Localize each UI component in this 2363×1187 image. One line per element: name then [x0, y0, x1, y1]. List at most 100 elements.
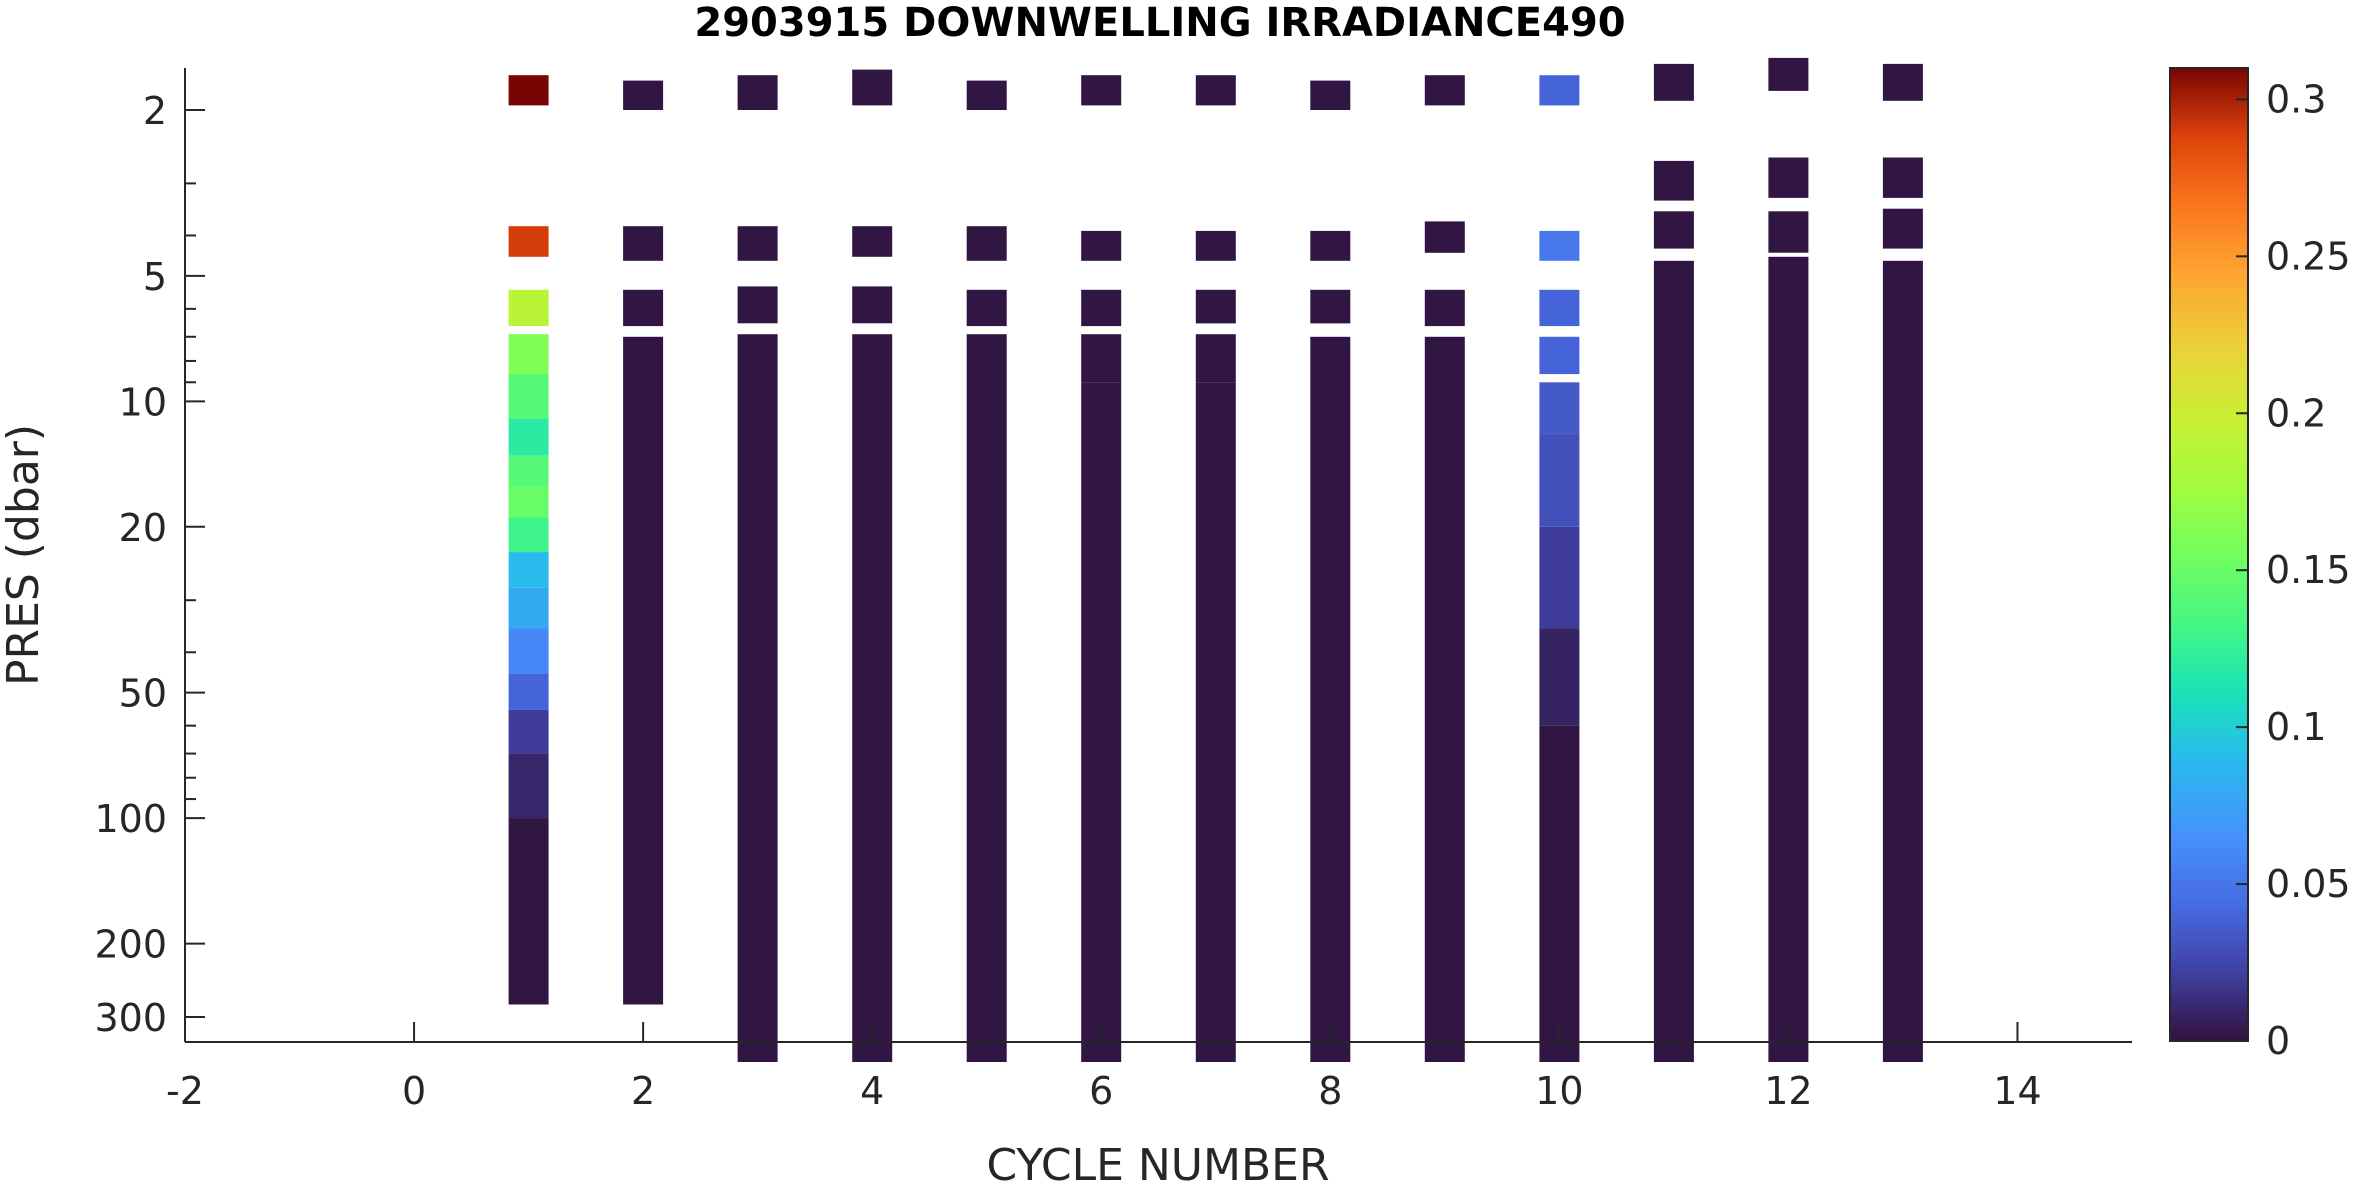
heatmap-cell	[1653, 63, 1694, 101]
heatmap-cell	[966, 226, 1007, 261]
heatmap-cell	[508, 455, 549, 487]
heatmap-cell	[1081, 334, 1122, 383]
colorbar-ticks: 0 0.05 0.1 0.15 0.2 0.25 0.3	[2236, 77, 2351, 1063]
chart-title: 2903915 DOWNWELLING IRRADIANCE490	[694, 0, 1625, 46]
heatmap-cell	[1195, 334, 1236, 383]
colorbar-tick-label: 0.2	[2266, 391, 2326, 435]
heatmap-cell	[508, 552, 549, 588]
heatmap-cell	[1539, 230, 1580, 261]
heatmap-cell	[1768, 57, 1809, 91]
heatmap-cell	[1539, 434, 1580, 527]
heatmap-cell	[508, 374, 549, 419]
x-tick-label: 10	[1535, 1069, 1583, 1113]
heatmap-cell	[737, 226, 778, 261]
heatmap-cell	[1424, 221, 1465, 253]
heatmap-cell	[1882, 260, 1923, 1062]
x-ticks: -2 0 2 4 6 8 10 12 14	[166, 1022, 2042, 1113]
heatmap-cell	[1195, 382, 1236, 1062]
heatmap-cell	[508, 818, 549, 1005]
heatmap-cell	[1539, 75, 1580, 106]
y-tick-label: 50	[119, 672, 167, 716]
heatmap-cell	[1882, 157, 1923, 198]
heatmap-cell	[1195, 75, 1236, 106]
heatmap-cell	[1882, 63, 1923, 101]
x-tick-label: 2	[631, 1069, 655, 1113]
x-tick-label: 4	[860, 1069, 884, 1113]
heatmap-cell	[1768, 211, 1809, 253]
heatmap-cell	[623, 289, 664, 327]
x-tick-label: -2	[166, 1069, 204, 1113]
heatmap-cell	[508, 289, 549, 327]
heatmap-cell	[508, 334, 549, 375]
colorbar-tick-label: 0.3	[2266, 77, 2326, 121]
heatmap-cell	[1539, 725, 1580, 1062]
heatmap-cell	[1081, 289, 1122, 327]
heatmap-cell	[1424, 336, 1465, 1062]
heatmap-cell	[508, 226, 549, 257]
heatmap-cell	[508, 486, 549, 518]
heatmap-cell	[1310, 289, 1351, 324]
heatmap-cell	[508, 709, 549, 754]
heatmap-cell	[852, 286, 893, 324]
heatmap-cell	[508, 587, 549, 629]
heatmap-cell	[508, 753, 549, 819]
y-tick-label: 300	[94, 996, 167, 1040]
heatmap-cell	[508, 628, 549, 674]
colorbar	[2169, 67, 2249, 1042]
heatmap-cell	[1310, 230, 1351, 261]
heatmap-cell	[1653, 211, 1694, 249]
x-tick-label: 0	[402, 1069, 426, 1113]
y-axis-label: PRES (dbar)	[0, 424, 49, 686]
heatmap-cell	[1882, 208, 1923, 249]
heatmap-cell	[1539, 289, 1580, 327]
heatmap-cell	[737, 286, 778, 324]
colorbar-tick-label: 0.15	[2266, 548, 2351, 592]
heatmap-cell	[1081, 75, 1122, 106]
heatmap-cell	[1424, 289, 1465, 327]
y-tick-label: 20	[119, 506, 167, 550]
y-tick-label: 200	[94, 923, 167, 967]
y-tick-label: 10	[119, 380, 167, 424]
x-tick-label: 12	[1764, 1069, 1812, 1113]
heatmap-cell	[852, 69, 893, 106]
heatmap-cell	[1081, 382, 1122, 1062]
heatmap-cell	[1539, 382, 1580, 435]
heatmap-cell	[623, 226, 664, 261]
heatmap-cell	[1539, 628, 1580, 726]
x-tick-label: 14	[1993, 1069, 2041, 1113]
heatmap-cell	[508, 75, 549, 106]
heatmap-cell	[966, 289, 1007, 327]
heatmap-cell	[966, 334, 1007, 1062]
heatmap-cell	[1195, 289, 1236, 324]
colorbar-tick-label: 0.05	[2266, 862, 2351, 906]
heatmap-cell	[852, 334, 893, 1062]
y-ticks: 2 5 10 20 50 100 200 300	[94, 89, 205, 1040]
heatmap-cell	[1653, 260, 1694, 1062]
x-tick-label: 8	[1318, 1069, 1342, 1113]
heatmap-cell	[1768, 157, 1809, 198]
heatmap-cell	[737, 75, 778, 110]
heatmap-cell	[1539, 526, 1580, 629]
heatmap-cell	[1768, 256, 1809, 1062]
heatmap-cell	[623, 336, 664, 1005]
heatmap-cell	[852, 226, 893, 257]
heatmap-cell	[1310, 336, 1351, 1062]
axes	[184, 68, 2132, 1043]
y-tick-label: 100	[94, 797, 167, 841]
heatmap-cell	[508, 418, 549, 456]
heatmap-cell	[623, 80, 664, 110]
x-axis-label: CYCLE NUMBER	[986, 1140, 1329, 1187]
x-tick-label: 6	[1089, 1069, 1113, 1113]
heatmap-cell	[508, 673, 549, 710]
y-tick-label: 5	[143, 255, 167, 299]
heatmap-cell	[1310, 80, 1351, 110]
colorbar-tick-label: 0	[2266, 1019, 2290, 1063]
heatmap-cell	[737, 334, 778, 1062]
heatmap-cell	[508, 517, 549, 553]
heatmap-cell	[1195, 230, 1236, 261]
colorbar-tick-label: 0.25	[2266, 234, 2351, 278]
colorbar-tick-label: 0.1	[2266, 705, 2326, 749]
heatmap-cell	[1539, 336, 1580, 375]
heatmap-cells	[508, 57, 1923, 1062]
